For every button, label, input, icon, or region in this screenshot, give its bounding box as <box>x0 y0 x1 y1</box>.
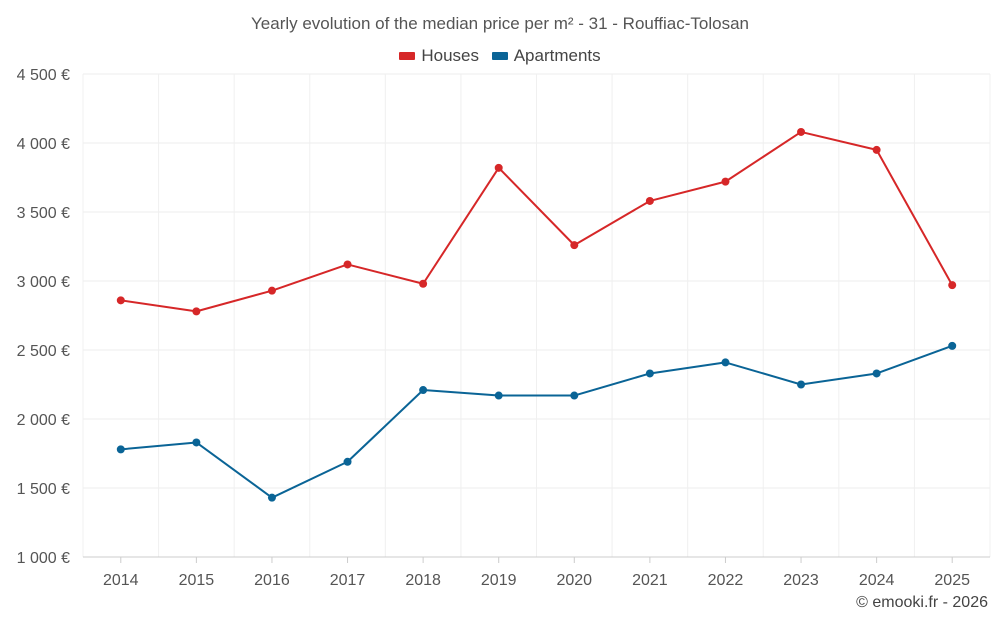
data-point-apartments[interactable] <box>797 380 806 389</box>
legend-swatch-houses <box>399 52 416 60</box>
x-tick-label: 2024 <box>859 572 895 589</box>
legend-item-apartments[interactable]: Apartments <box>491 46 601 66</box>
data-point-houses[interactable] <box>267 286 276 295</box>
legend: Houses Apartments <box>0 45 1000 66</box>
x-tick-label: 2019 <box>481 572 517 589</box>
data-point-apartments[interactable] <box>192 438 201 447</box>
data-point-apartments[interactable] <box>721 358 730 367</box>
data-point-apartments[interactable] <box>419 386 428 395</box>
data-point-houses[interactable] <box>570 241 579 250</box>
x-tick-label: 2014 <box>103 572 139 589</box>
data-point-houses[interactable] <box>192 307 201 316</box>
series-line-apartments <box>120 344 953 499</box>
x-tick-label: 2022 <box>708 572 744 589</box>
data-point-apartments[interactable] <box>948 341 957 350</box>
legend-label-houses: Houses <box>421 46 479 65</box>
x-tick-label: 2025 <box>934 572 970 589</box>
legend-item-houses[interactable]: Houses <box>399 46 479 66</box>
data-point-apartments[interactable] <box>116 445 125 454</box>
data-point-apartments[interactable] <box>343 457 352 466</box>
data-point-houses[interactable] <box>419 279 428 288</box>
data-point-houses[interactable] <box>948 281 957 290</box>
data-point-houses[interactable] <box>721 177 730 186</box>
series-line-houses <box>120 130 954 313</box>
data-point-houses[interactable] <box>494 163 503 172</box>
credit-text: © emooki.fr - 2026 <box>856 594 988 611</box>
x-tick-label: 2021 <box>632 572 668 589</box>
y-tick-label: 4 500 € <box>17 67 70 84</box>
data-point-apartments[interactable] <box>267 493 276 502</box>
legend-swatch-apartments <box>491 52 508 60</box>
y-tick-label: 3 500 € <box>17 205 70 222</box>
x-tick-label: 2023 <box>783 572 819 589</box>
x-tick-label: 2018 <box>405 572 441 589</box>
y-tick-label: 2 500 € <box>17 343 70 360</box>
x-tick-label: 2020 <box>556 572 592 589</box>
legend-label-apartments: Apartments <box>513 46 601 65</box>
y-tick-label: 2 000 € <box>17 412 70 429</box>
x-tick-label: 2015 <box>179 572 215 589</box>
data-point-apartments[interactable] <box>570 391 579 400</box>
data-point-houses[interactable] <box>872 145 881 154</box>
data-point-houses[interactable] <box>343 260 352 269</box>
y-tick-label: 1 000 € <box>17 550 70 567</box>
x-tick-label: 2016 <box>254 572 290 589</box>
data-point-houses[interactable] <box>116 296 125 305</box>
x-tick-label: 2017 <box>330 572 366 589</box>
y-tick-label: 1 500 € <box>17 481 70 498</box>
data-point-apartments[interactable] <box>494 391 503 400</box>
data-point-apartments[interactable] <box>872 369 881 378</box>
y-tick-label: 4 000 € <box>17 136 70 153</box>
y-tick-label: 3 000 € <box>17 274 70 291</box>
data-point-apartments[interactable] <box>645 369 654 378</box>
data-point-houses[interactable] <box>797 127 806 136</box>
chart-title: Yearly evolution of the median price per… <box>251 14 749 33</box>
data-point-houses[interactable] <box>645 196 654 205</box>
